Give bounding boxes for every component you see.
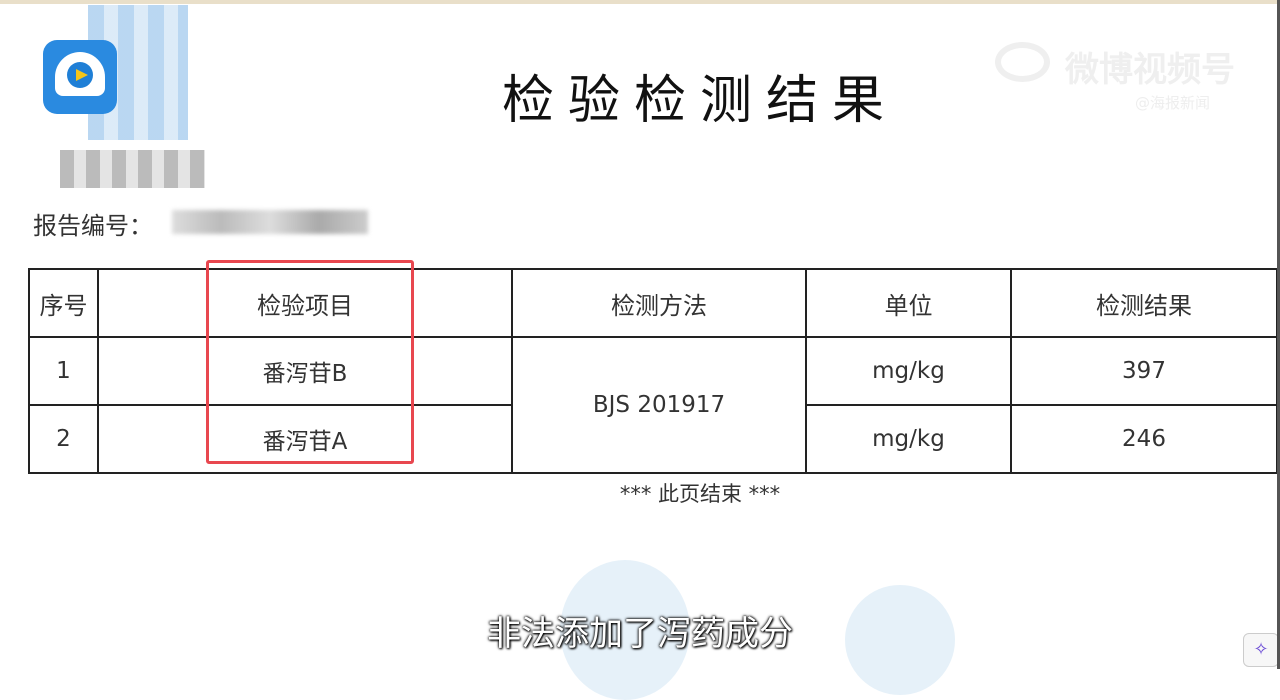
table-row: 1 番泻苷B BJS 201917 mg/kg 397 (28, 336, 1278, 474)
cell-index: 2 (28, 404, 99, 474)
highlight-box (206, 260, 414, 464)
cell-item: 番泻苷B (97, 336, 513, 406)
header-item: 检验项目 (97, 268, 513, 338)
cell-result: 246 (1010, 404, 1278, 474)
video-subtitle: 非法添加了泻药成分 (487, 614, 793, 654)
cell-method: BJS 201917 (511, 336, 807, 474)
table-header-row: 序号 检验项目 检测方法 单位 检测结果 (28, 268, 1278, 338)
watermark-handle: @海报新闻 (1135, 94, 1211, 112)
top-border (0, 0, 1280, 4)
table-row: 2 番泻苷A mg/kg 246 (28, 404, 1278, 474)
report-number-redacted (172, 210, 368, 234)
weibo-icon (995, 42, 1050, 82)
cell-result: 397 (1010, 336, 1278, 406)
cell-unit: mg/kg (805, 404, 1012, 474)
news-app-logo (43, 40, 117, 114)
right-edge (1277, 0, 1280, 669)
header-index: 序号 (28, 268, 99, 338)
watermark-text: 微博视频号 (1065, 50, 1235, 90)
cell-unit: mg/kg (805, 336, 1012, 406)
report-number-label: 报告编号： (33, 212, 153, 240)
results-table: 序号 检验项目 检测方法 单位 检测结果 1 番泻苷B BJS 201917 m… (28, 268, 1278, 474)
header-result: 检测结果 (1010, 268, 1278, 338)
pixelated-caption (60, 150, 205, 188)
header-unit: 单位 (805, 268, 1012, 338)
cell-index: 1 (28, 336, 99, 406)
header-method: 检测方法 (511, 268, 807, 338)
document-title: 检验检测结果 (501, 71, 898, 131)
end-note: *** 此页结束 *** (619, 482, 781, 506)
sparkle-icon[interactable]: ✧ (1243, 633, 1279, 667)
